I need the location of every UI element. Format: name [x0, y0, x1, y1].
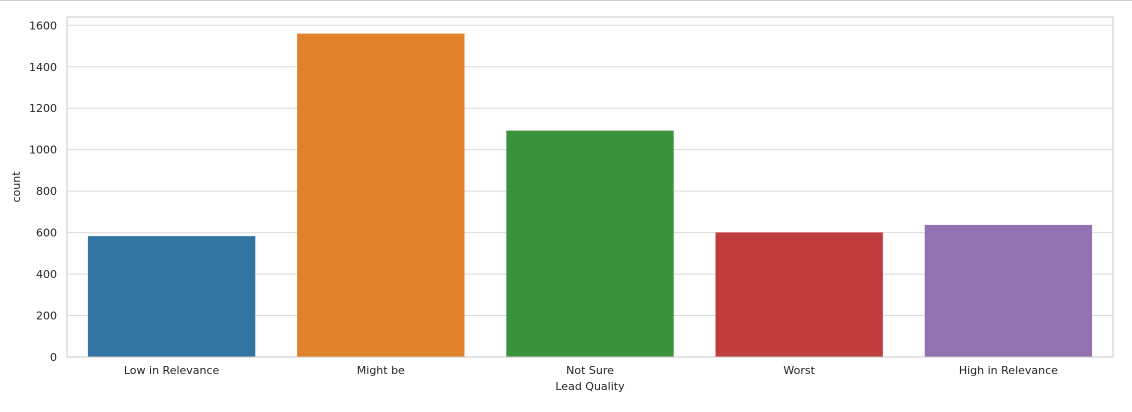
y-tick-label: 1600 [29, 19, 57, 32]
bar-worst [715, 232, 883, 357]
bar-might-be [297, 33, 465, 358]
bar-not-sure [506, 130, 674, 357]
y-tick-label: 1000 [29, 144, 57, 157]
y-tick-label: 400 [36, 268, 57, 281]
y-tick-labels: 0 200 400 600 800 1000 1200 1400 1600 [29, 19, 57, 364]
y-tick-label: 0 [50, 351, 57, 364]
y-tick-label: 1200 [29, 102, 57, 115]
x-tick-labels: Low in Relevance Might be Not Sure Worst Hig… [124, 364, 1058, 377]
bars [87, 33, 1093, 358]
y-tick-label: 800 [36, 185, 57, 198]
y-tick-label: 1400 [29, 61, 57, 74]
x-tick-label: Worst [783, 364, 815, 377]
x-axis-label: Lead Quality [555, 380, 625, 393]
y-tick-label: 200 [36, 310, 57, 323]
x-tick-label: High in Relevance [959, 364, 1058, 377]
x-tick-label: Not Sure [566, 364, 614, 377]
x-tick-label: Low in Relevance [124, 364, 220, 377]
bar-low-in-relevance [87, 236, 256, 357]
y-tick-label: 600 [36, 227, 57, 240]
x-tick-label: Might be [357, 364, 405, 377]
plot-frame [66, 16, 1114, 358]
y-axis-label: count [10, 171, 23, 203]
bar-high-in-relevance [924, 224, 1093, 357]
